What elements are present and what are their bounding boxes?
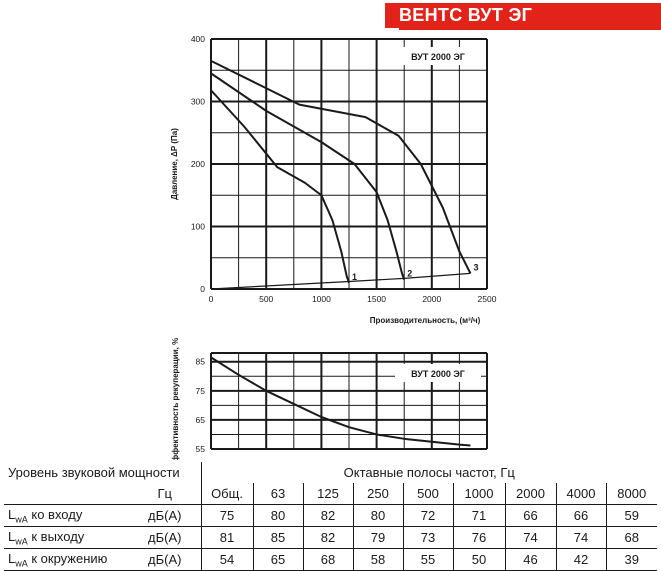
efficiency-curve — [210, 356, 471, 447]
band-header: 63 — [252, 483, 303, 505]
efficiency-chart: 55 65 75 85 ВУТ 2000 ЭГ эффективность рекуп… — [171, 338, 488, 460]
band-header: 500 — [402, 483, 453, 505]
x-tick-label: 2500 — [478, 294, 497, 304]
row-unit: дБ(А) — [129, 548, 201, 571]
row-label: LwA ко входу — [4, 504, 129, 527]
table-cell: 65 — [252, 548, 303, 571]
table-cell: 80 — [352, 504, 403, 527]
row-unit: дБ(А) — [129, 526, 201, 549]
band-header: 2000 — [504, 483, 556, 505]
table-column-row: Гц Общ. 63 125 250 500 1000 2000 4000 8000 — [4, 483, 657, 505]
table-cell: 79 — [352, 526, 403, 549]
efficiency-ticks: 55 65 75 85 — [196, 357, 206, 454]
table-cell: 59 — [605, 504, 657, 527]
performance-charts: 0 500 1000 1500 2000 2500 0 100 200 300 400 1 2 3 ВУ… — [170, 34, 497, 460]
band-header: 4000 — [555, 483, 606, 505]
table-cell: 74 — [504, 526, 556, 549]
table-cell: 58 — [352, 548, 403, 571]
pressure-curve-3 — [210, 59, 472, 274]
table-cell: 82 — [302, 526, 353, 549]
y-tick-label: 400 — [191, 34, 205, 44]
table-cell: 85 — [252, 526, 303, 549]
table-cell: 66 — [504, 504, 556, 527]
table-cell: 54 — [200, 548, 253, 571]
pressure-title-box — [395, 47, 481, 65]
table-cell: 46 — [504, 548, 556, 571]
band-header: 8000 — [605, 483, 657, 505]
table-title: Уровень звуковой мощности — [8, 465, 180, 480]
table-row: LwA к выходу дБ(А) 81 85 82 79 73 76 74 74 68 — [4, 526, 657, 549]
efficiency-y-label: эффективность рекуперации, % — [171, 338, 180, 460]
pressure-chart-title: ВУТ 2000 ЭГ — [411, 52, 465, 62]
pressure-y-label: Давление, ΔP (Па) — [170, 128, 179, 200]
bands-title: Октавные полосы частот, Гц — [200, 462, 657, 483]
row-label: LwA к выходу — [4, 526, 129, 549]
x-tick-label: 500 — [259, 294, 273, 304]
table-row: LwA к окружению дБ(А) 54 65 68 58 55 50 46 42 39 — [4, 548, 657, 571]
y-tick-label: 100 — [191, 222, 205, 232]
x-tick-label: 0 — [209, 294, 214, 304]
y-tick-label: 55 — [196, 444, 206, 454]
table-cell: 82 — [302, 504, 353, 527]
x-tick-label: 2000 — [422, 294, 441, 304]
table-cell: 73 — [402, 526, 453, 549]
table-cell: 42 — [555, 548, 606, 571]
pressure-chart: 0 500 1000 1500 2000 2500 0 100 200 300 400 1 2 3 ВУ… — [170, 34, 497, 325]
table-cell: 75 — [200, 504, 253, 527]
y-tick-label: 300 — [191, 97, 205, 107]
x-tick-label: 1500 — [367, 294, 386, 304]
pressure-curve-network — [210, 272, 471, 290]
efficiency-chart-title: ВУТ 2000 ЭГ — [411, 369, 465, 379]
table-cell: 39 — [605, 548, 657, 571]
y-tick-label: 0 — [200, 284, 205, 294]
efficiency-grid — [210, 352, 488, 450]
brand-banner: ВЕНТС ВУТ ЭГ — [385, 3, 661, 28]
efficiency-title-box — [395, 364, 481, 382]
brand-title: ВЕНТС ВУТ ЭГ — [399, 5, 533, 25]
table-cell: 66 — [555, 504, 606, 527]
y-tick-label: 85 — [196, 357, 206, 367]
pressure-series: 1 2 3 — [210, 59, 478, 290]
table-header-row: Уровень звуковой мощности Октавные полос… — [4, 462, 657, 483]
y-tick-label: 75 — [196, 386, 206, 396]
band-header: 1000 — [452, 483, 505, 505]
pressure-grid — [210, 38, 488, 290]
table-cell: 71 — [452, 504, 505, 527]
table-cell: 68 — [605, 526, 657, 549]
blank-cell — [4, 483, 129, 505]
table-cell: 76 — [452, 526, 505, 549]
curve-label: 2 — [407, 269, 412, 279]
table-row: LwA ко входу дБ(А) 75 80 82 80 72 71 66 66 59 — [4, 504, 657, 527]
y-tick-label: 65 — [196, 415, 206, 425]
x-tick-label: 1000 — [312, 294, 331, 304]
table-cell: 55 — [402, 548, 453, 571]
row-label: LwA к окружению — [4, 548, 129, 571]
y-tick-label: 200 — [191, 159, 205, 169]
table-cell: 81 — [200, 526, 253, 549]
pressure-curve-1 — [210, 89, 350, 284]
table-cell: 80 — [252, 504, 303, 527]
band-header: 250 — [352, 483, 403, 505]
pressure-x-label: Производительность, (м³/ч) — [370, 316, 481, 325]
table-cell: 68 — [302, 548, 353, 571]
table-cell: 72 — [402, 504, 453, 527]
curve-label: 3 — [473, 262, 478, 272]
row-unit: дБ(А) — [129, 504, 201, 527]
curve-label: 1 — [352, 272, 357, 282]
unit-header: Гц — [129, 483, 201, 505]
band-header: Общ. — [200, 483, 253, 505]
sound-power-table: Уровень звуковой мощности Октавные полос… — [4, 462, 657, 571]
table-cell: 74 — [555, 526, 606, 549]
efficiency-series — [210, 356, 471, 447]
pressure-curve-2 — [210, 72, 406, 280]
banner-rule — [399, 28, 661, 30]
pressure-ticks: 0 500 1000 1500 2000 2500 0 100 200 300 400 — [191, 34, 497, 304]
table-cell: 50 — [452, 548, 505, 571]
band-header: 125 — [302, 483, 353, 505]
